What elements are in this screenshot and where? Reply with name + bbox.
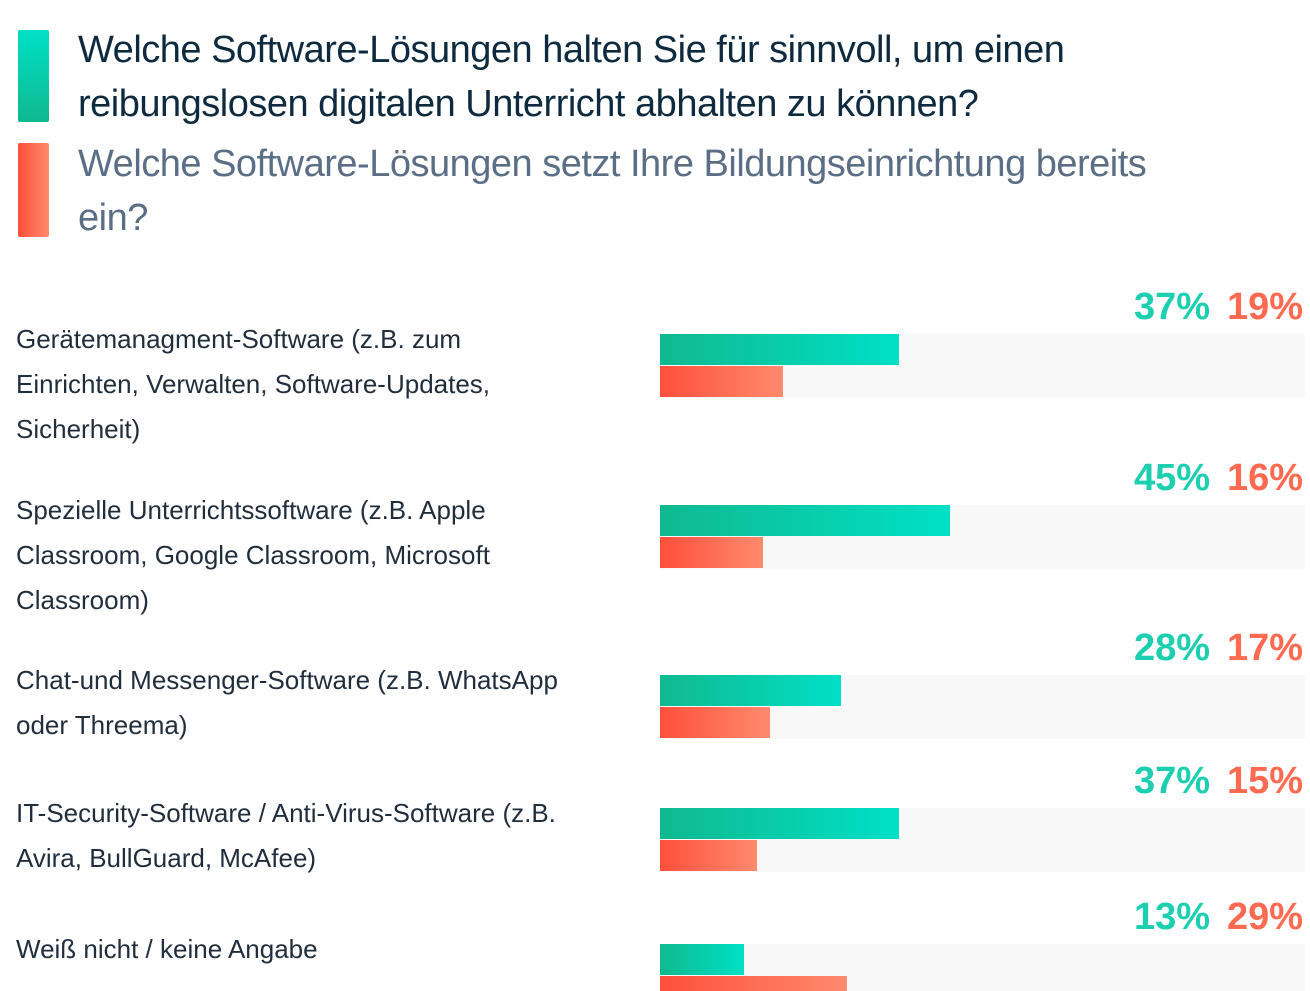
value-label: 28% xyxy=(1133,627,1210,669)
bar xyxy=(660,366,783,397)
value-label: 16% xyxy=(1226,457,1303,499)
bar xyxy=(660,944,744,975)
bar xyxy=(660,505,951,536)
value-label: 29% xyxy=(1226,896,1303,938)
legend-label: Welche Software-Lösungen setzt Ihre Bild… xyxy=(78,143,1147,239)
value-label: 13% xyxy=(1133,896,1210,938)
bar xyxy=(660,808,899,839)
category-label: IT-Security-Software / Anti-Virus-Softwa… xyxy=(16,798,556,873)
category-label: Chat-und Messenger-Software (z.B. WhatsA… xyxy=(16,665,558,740)
bar xyxy=(660,976,848,991)
category-label: Spezielle Unterrichtssoftware (z.B. Appl… xyxy=(16,495,490,615)
legend-label: Welche Software-Lösungen halten Sie für … xyxy=(78,29,1065,125)
category-label: Gerätemanagment-Software (z.B. zum Einri… xyxy=(16,324,491,444)
bar xyxy=(660,707,770,738)
bar xyxy=(660,334,899,365)
value-label: 19% xyxy=(1226,286,1303,328)
category-label: Weiß nicht / keine Angabe xyxy=(16,934,318,964)
value-label: 37% xyxy=(1133,760,1210,802)
value-label: 45% xyxy=(1133,457,1210,499)
bar xyxy=(660,675,841,706)
bar xyxy=(660,840,757,871)
legend-swatch xyxy=(18,30,49,122)
bar xyxy=(660,537,764,568)
legend-swatch xyxy=(18,143,49,237)
value-label: 17% xyxy=(1226,627,1303,669)
value-label: 15% xyxy=(1226,760,1303,802)
value-label: 37% xyxy=(1133,286,1210,328)
